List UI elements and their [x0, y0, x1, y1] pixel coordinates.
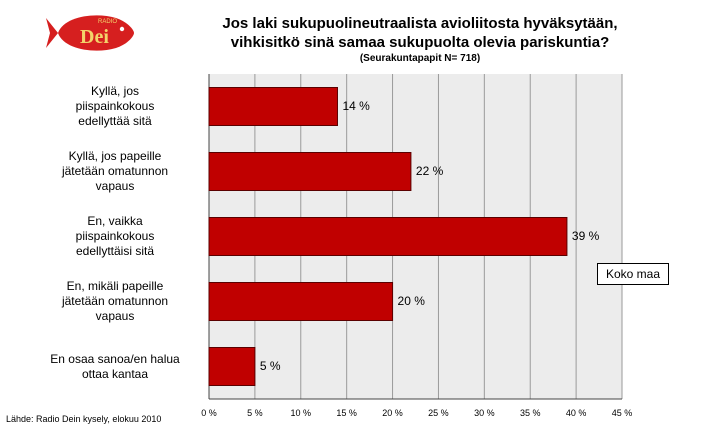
chart-title: Jos laki sukupuolineutraalista avioliito…	[180, 14, 660, 52]
x-tick-label: 20 %	[382, 408, 403, 418]
chart-title-line: Jos laki sukupuolineutraalista avioliito…	[222, 15, 618, 32]
radio-dei-logo: RADIO Dei	[46, 15, 134, 51]
category-label: En osaa sanoa/en halua ottaa kantaa	[50, 351, 180, 381]
logo-radio-text: RADIO	[98, 19, 117, 25]
chart-title-line: vihkisitkö sinä samaa sukupuolta olevia …	[230, 34, 610, 51]
x-tick-label: 45 %	[611, 408, 633, 418]
logo-name-text: Dei	[80, 26, 109, 48]
bar	[208, 347, 256, 386]
x-tick-label: 30 %	[474, 408, 495, 418]
source-note: Lähde: Radio Dein kysely, elokuu 2010	[6, 414, 162, 424]
category-label: Kyllä, jos papeille jätetään omatunnon vap…	[61, 149, 169, 193]
value-label: 39 %	[571, 228, 600, 243]
category-label: En, vaikka piispainkokous edellyttäisi sit…	[75, 214, 155, 258]
category-label: Kyllä, jos piispainkokous edellyttää sitä	[75, 84, 155, 128]
x-tick-label: 0 %	[201, 408, 217, 418]
bar	[208, 87, 338, 126]
x-tick-label: 5 %	[247, 408, 263, 418]
bar	[208, 152, 412, 191]
x-tick-label: 25 %	[428, 408, 449, 418]
x-tick-label: 15 %	[336, 408, 357, 418]
value-label: 22 %	[415, 163, 444, 178]
legend-koko-maa: Koko maa	[597, 263, 669, 285]
value-label: 5 %	[259, 358, 281, 373]
value-label: 14 %	[342, 98, 370, 113]
category-label: En, mikäli papeille jätetään omatunnon vap…	[61, 279, 169, 323]
chart-subtitle: (Seurakuntapapit N= 718)	[359, 53, 481, 64]
x-tick-label: 10 %	[290, 408, 312, 418]
value-label: 20 %	[397, 293, 425, 308]
x-tick-label: 35 %	[519, 408, 541, 418]
x-tick-label: 40 %	[565, 408, 587, 418]
bar	[208, 217, 568, 256]
bar	[208, 282, 394, 321]
